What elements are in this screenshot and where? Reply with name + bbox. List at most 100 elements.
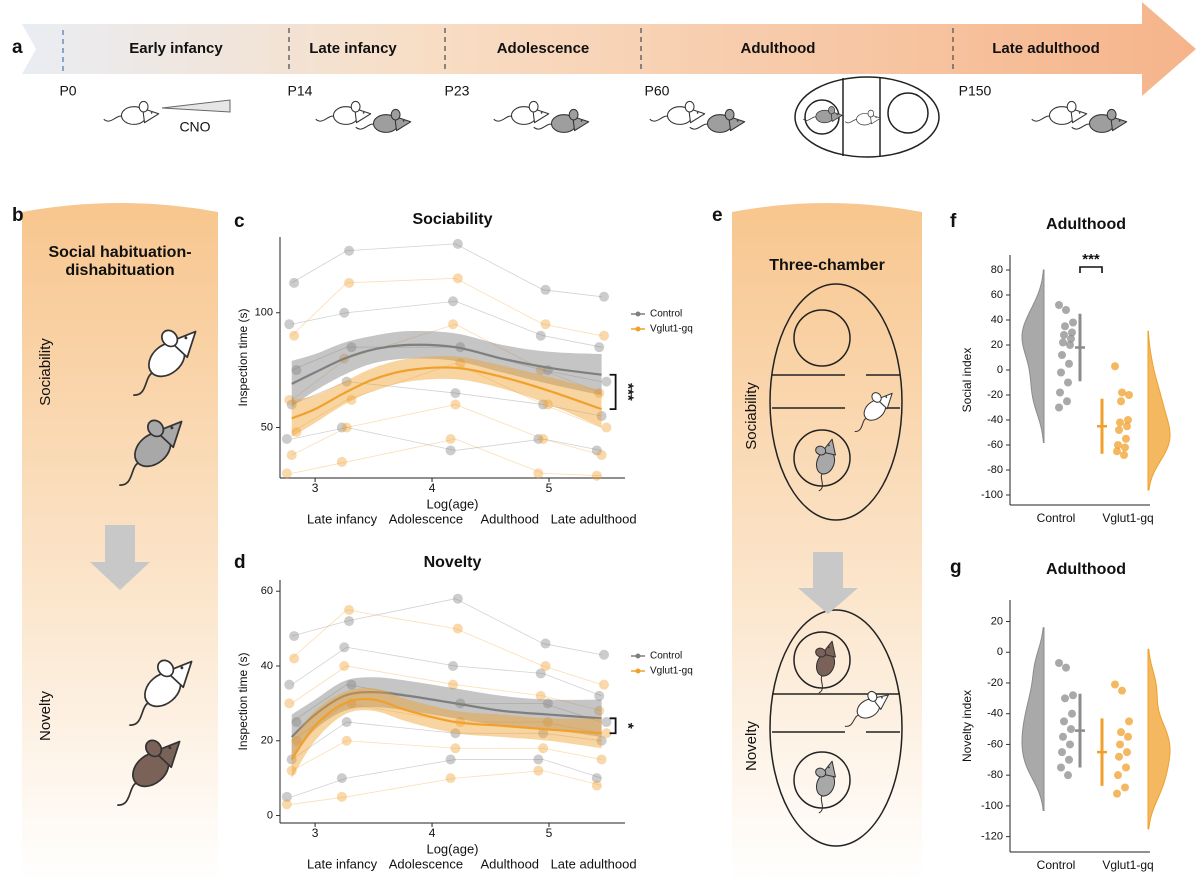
data-point bbox=[339, 642, 350, 653]
data-point bbox=[535, 690, 546, 701]
significance-label: *** bbox=[620, 383, 637, 401]
data-point bbox=[1122, 434, 1130, 443]
subject-line bbox=[455, 770, 544, 779]
legend-label: Control bbox=[650, 651, 682, 662]
subject-line bbox=[291, 250, 347, 284]
subject-line bbox=[455, 323, 544, 371]
stage-label: Adulthood bbox=[480, 511, 539, 526]
subject-line bbox=[291, 609, 347, 659]
data-point bbox=[1117, 728, 1125, 737]
y-tick-label: 80 bbox=[991, 264, 1003, 276]
phase-label: Novelty bbox=[743, 720, 760, 771]
stage-label: Late adulthood bbox=[551, 511, 637, 526]
x-tick-label: Vglut1-gq bbox=[1102, 511, 1153, 525]
fit-line bbox=[290, 691, 602, 738]
subject-line bbox=[346, 721, 456, 734]
panel-label: e bbox=[712, 205, 723, 226]
data-point bbox=[1115, 752, 1123, 761]
data-point bbox=[596, 411, 607, 422]
chart-title: Adulthood bbox=[1046, 561, 1126, 578]
y-tick-label: -20 bbox=[987, 677, 1003, 689]
x-axis-label: Log(age) bbox=[426, 496, 478, 511]
subject-line bbox=[346, 646, 456, 667]
data-point bbox=[542, 399, 553, 410]
stage-label: Adolescence bbox=[389, 511, 463, 526]
panel-label: c bbox=[234, 211, 245, 232]
y-tick-label: 100 bbox=[255, 307, 273, 319]
data-point bbox=[535, 668, 546, 679]
subject-line bbox=[291, 461, 347, 474]
protocol-title: Three-chamber bbox=[769, 257, 885, 274]
data-point bbox=[599, 649, 610, 660]
data-point bbox=[540, 319, 551, 330]
data-point bbox=[445, 433, 456, 444]
violin bbox=[1021, 627, 1045, 811]
subject-line bbox=[291, 381, 347, 405]
data-point bbox=[601, 717, 612, 728]
subject-line bbox=[543, 695, 602, 712]
y-tick-label: 40 bbox=[261, 660, 273, 672]
data-point bbox=[1125, 717, 1133, 726]
y-tick-label: 0 bbox=[997, 646, 1003, 658]
subject-line bbox=[543, 702, 602, 723]
subject-line bbox=[291, 399, 347, 433]
data-point bbox=[1060, 331, 1068, 339]
data-point bbox=[1058, 351, 1066, 359]
y-tick-label: 20 bbox=[991, 615, 1003, 627]
data-point bbox=[286, 399, 297, 410]
data-point bbox=[1121, 443, 1129, 452]
subject-line bbox=[291, 740, 347, 772]
x-tick-label: Vglut1-gq bbox=[1102, 858, 1153, 872]
data-point bbox=[284, 679, 295, 690]
significance-label: * bbox=[620, 723, 637, 729]
data-point bbox=[1125, 391, 1133, 399]
subject-line bbox=[346, 404, 456, 428]
subject-line bbox=[291, 358, 347, 401]
chart-title: Adulthood bbox=[1046, 216, 1126, 233]
mouse-icon bbox=[844, 109, 881, 126]
stage-label: Early infancy bbox=[129, 40, 223, 57]
data-point bbox=[1058, 748, 1066, 757]
subject-line bbox=[455, 598, 544, 644]
subject-line bbox=[542, 404, 602, 428]
data-point bbox=[1059, 338, 1067, 347]
subject-line bbox=[543, 643, 602, 656]
data-point bbox=[533, 765, 544, 776]
y-tick-label: -100 bbox=[981, 489, 1003, 501]
subject-line bbox=[291, 796, 347, 805]
subject-line bbox=[543, 369, 602, 382]
drug-label: CNO bbox=[179, 119, 210, 135]
x-tick-label: 4 bbox=[429, 826, 436, 840]
subject-line bbox=[291, 721, 347, 760]
data-point bbox=[291, 427, 302, 438]
data-point bbox=[1061, 694, 1069, 703]
data-point bbox=[450, 388, 461, 399]
data-point bbox=[1116, 740, 1124, 749]
y-tick-label: 60 bbox=[261, 585, 273, 597]
data-point bbox=[284, 698, 295, 709]
y-tick-label: 0 bbox=[267, 809, 273, 821]
significance-bracket bbox=[1079, 266, 1103, 273]
data-point bbox=[291, 717, 302, 728]
legend-label: Control bbox=[650, 309, 682, 320]
age-label: P14 bbox=[288, 83, 313, 99]
subject-line bbox=[543, 323, 602, 337]
data-point bbox=[1062, 663, 1070, 672]
panel-label: b bbox=[12, 205, 24, 226]
y-tick-label: 20 bbox=[991, 339, 1003, 351]
y-axis-label: Inspection time (s) bbox=[236, 308, 250, 406]
data-point bbox=[452, 238, 463, 249]
data-point bbox=[1064, 771, 1072, 780]
data-point bbox=[1068, 709, 1076, 718]
stage-label: Late adulthood bbox=[992, 40, 1100, 57]
title-box: Social habituation-dishabituation bbox=[48, 244, 191, 279]
subject-line bbox=[543, 732, 602, 742]
data-point bbox=[346, 679, 357, 690]
data-point bbox=[289, 277, 300, 288]
data-point bbox=[596, 450, 607, 461]
stage-label: Late infancy bbox=[309, 40, 397, 57]
data-point bbox=[1124, 416, 1132, 424]
data-point bbox=[538, 728, 549, 739]
timeline-arrow bbox=[22, 2, 1196, 96]
age-label: P23 bbox=[445, 83, 470, 99]
